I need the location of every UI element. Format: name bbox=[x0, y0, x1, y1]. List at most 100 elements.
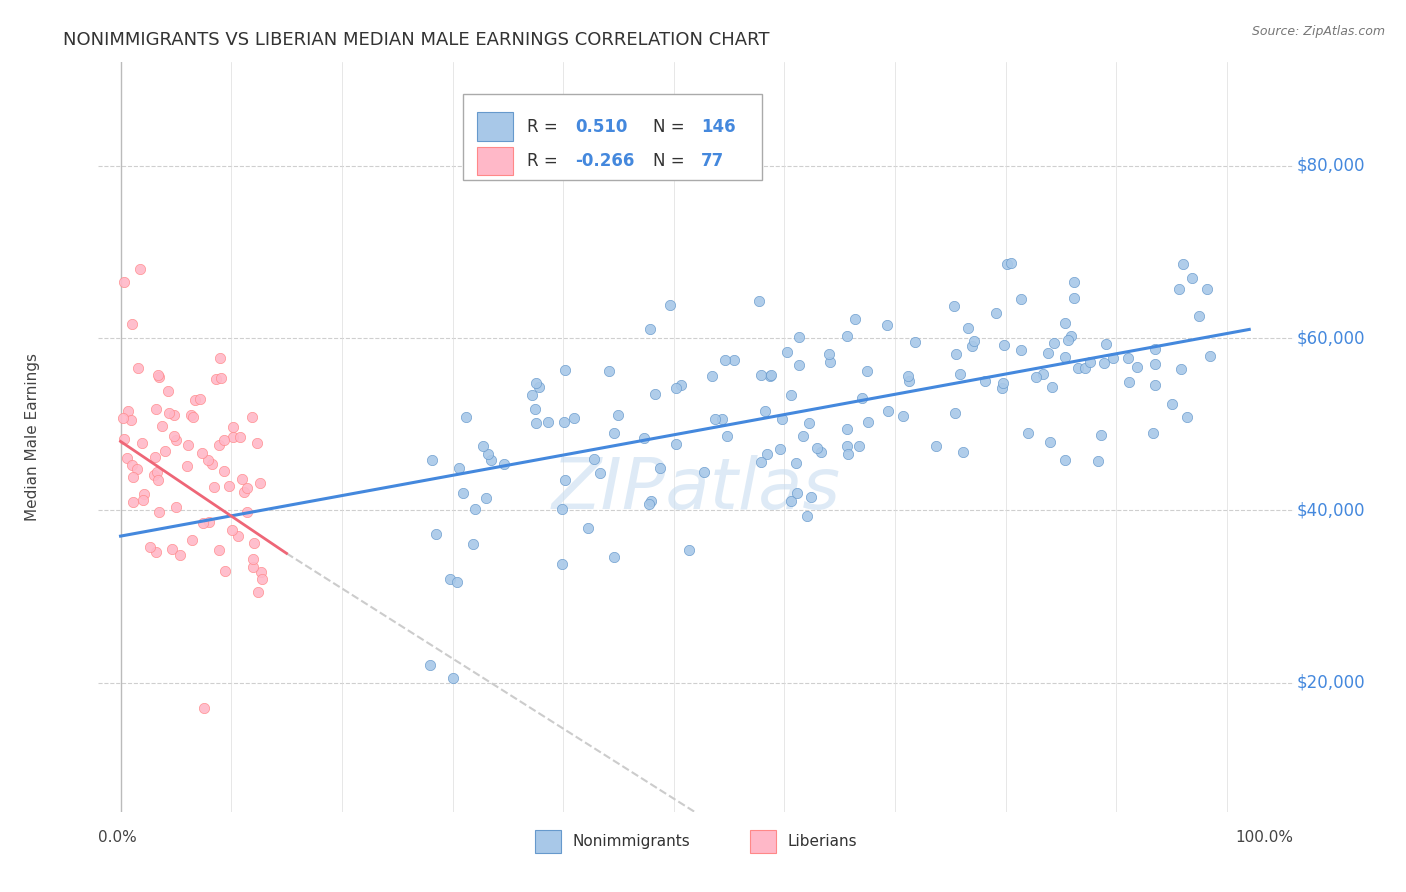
Point bbox=[576, 521, 599, 535]
Point bbox=[204, 372, 226, 386]
Point bbox=[197, 453, 219, 467]
FancyBboxPatch shape bbox=[534, 830, 561, 853]
Point bbox=[658, 298, 681, 312]
Point bbox=[1188, 310, 1211, 324]
Point bbox=[221, 420, 243, 434]
Point bbox=[1054, 316, 1077, 330]
Point bbox=[198, 515, 221, 529]
Point bbox=[193, 701, 215, 715]
Point bbox=[1042, 336, 1064, 351]
Point bbox=[181, 533, 204, 547]
Point bbox=[984, 306, 1007, 320]
Point bbox=[148, 505, 170, 519]
Point bbox=[477, 447, 499, 461]
Point bbox=[710, 412, 733, 426]
Point bbox=[754, 403, 776, 417]
Point bbox=[963, 334, 986, 348]
Point bbox=[925, 439, 948, 453]
Point bbox=[190, 446, 212, 460]
Point bbox=[441, 671, 464, 685]
Point bbox=[749, 368, 772, 382]
Text: R =: R = bbox=[527, 118, 564, 136]
Point bbox=[201, 457, 224, 471]
Point bbox=[806, 441, 828, 455]
Point bbox=[995, 256, 1018, 270]
Point bbox=[190, 392, 212, 407]
Point bbox=[146, 465, 169, 479]
Point bbox=[598, 364, 620, 378]
Point bbox=[143, 450, 166, 464]
Point bbox=[526, 416, 548, 430]
Point bbox=[252, 572, 274, 586]
Point bbox=[208, 542, 231, 557]
Point bbox=[183, 409, 205, 424]
Point bbox=[1063, 291, 1085, 305]
Text: $40,000: $40,000 bbox=[1298, 501, 1365, 519]
Point bbox=[163, 429, 186, 443]
Point bbox=[554, 473, 576, 487]
Point bbox=[121, 318, 143, 332]
Point bbox=[125, 462, 148, 476]
Point bbox=[146, 368, 169, 382]
Point bbox=[111, 411, 134, 425]
Text: $80,000: $80,000 bbox=[1298, 157, 1365, 175]
Point bbox=[837, 447, 859, 461]
Point bbox=[464, 501, 486, 516]
Point bbox=[176, 438, 198, 452]
Point bbox=[246, 435, 269, 450]
Point bbox=[1039, 435, 1062, 450]
Point bbox=[180, 408, 202, 422]
Point bbox=[1126, 360, 1149, 375]
Point bbox=[789, 358, 811, 372]
Point bbox=[792, 429, 814, 443]
FancyBboxPatch shape bbox=[463, 94, 762, 180]
Point bbox=[818, 355, 841, 369]
Point bbox=[1177, 410, 1199, 425]
Point bbox=[551, 557, 574, 571]
Point bbox=[461, 537, 484, 551]
Point bbox=[243, 536, 266, 550]
Point bbox=[640, 494, 662, 508]
Point bbox=[800, 490, 823, 504]
Point bbox=[759, 368, 782, 383]
Point bbox=[121, 458, 143, 473]
Point bbox=[640, 322, 662, 336]
Point bbox=[249, 476, 271, 491]
Point bbox=[131, 436, 153, 450]
Point bbox=[952, 444, 974, 458]
Text: N =: N = bbox=[652, 153, 690, 170]
Point bbox=[603, 549, 626, 564]
Point bbox=[714, 353, 737, 368]
Text: 0.510: 0.510 bbox=[575, 118, 627, 136]
Point bbox=[1198, 349, 1220, 363]
Point bbox=[242, 560, 264, 574]
Point bbox=[669, 378, 692, 392]
Point bbox=[218, 479, 240, 493]
Point bbox=[1181, 270, 1204, 285]
Text: 77: 77 bbox=[700, 153, 724, 170]
Point bbox=[1161, 397, 1184, 411]
Point bbox=[770, 412, 793, 426]
Point bbox=[755, 447, 778, 461]
Point bbox=[529, 380, 551, 394]
Point bbox=[226, 529, 249, 543]
Text: Nonimmigrants: Nonimmigrants bbox=[572, 834, 690, 849]
Point bbox=[522, 388, 544, 402]
Point bbox=[231, 472, 253, 486]
Point bbox=[117, 450, 139, 465]
Point bbox=[439, 572, 461, 586]
Point bbox=[554, 363, 576, 377]
Text: N =: N = bbox=[652, 118, 690, 136]
Point bbox=[420, 453, 443, 467]
Point bbox=[779, 388, 801, 402]
Point bbox=[877, 404, 900, 418]
Point bbox=[127, 361, 149, 376]
Point bbox=[222, 429, 245, 443]
Point bbox=[1010, 293, 1032, 307]
Point bbox=[678, 542, 700, 557]
Point bbox=[700, 368, 723, 383]
Point bbox=[876, 318, 898, 332]
Point bbox=[943, 406, 966, 420]
Point bbox=[156, 384, 179, 398]
Point bbox=[943, 299, 966, 313]
